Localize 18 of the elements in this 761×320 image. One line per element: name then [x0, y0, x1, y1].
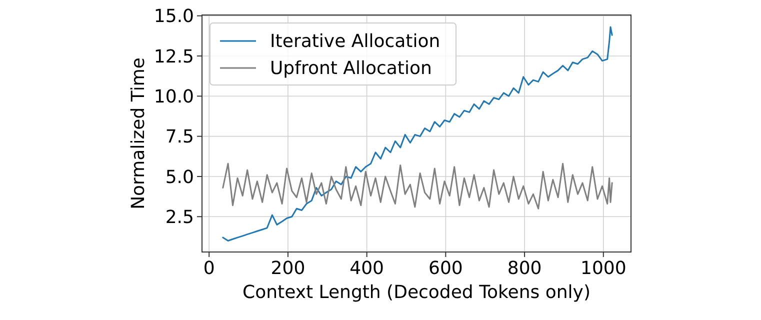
legend-label: Upfront Allocation	[270, 58, 432, 79]
y-tick-label: 5.0	[165, 166, 194, 188]
x-tick-label: 0	[203, 258, 215, 279]
x-tick-label: 1000	[580, 258, 626, 279]
x-tick-label: 400	[350, 258, 384, 279]
y-tick-label: 7.5	[165, 126, 194, 148]
x-tick-label: 600	[428, 258, 463, 279]
y-tick-label: 12.5	[154, 46, 194, 68]
legend-label: Iterative Allocation	[270, 31, 440, 52]
x-axis-title: Context Length (Decoded Tokens only)	[242, 282, 590, 303]
y-tick-label: 10.0	[154, 86, 194, 108]
x-tick-label: 800	[507, 258, 542, 279]
y-axis-title: Normalized Time	[128, 58, 149, 210]
y-tick-label: 15.0	[154, 6, 194, 28]
x-tick-label: 200	[270, 258, 306, 279]
line-series	[222, 26, 613, 242]
y-tick-label: 2.5	[165, 206, 194, 228]
line-series	[222, 162, 613, 210]
